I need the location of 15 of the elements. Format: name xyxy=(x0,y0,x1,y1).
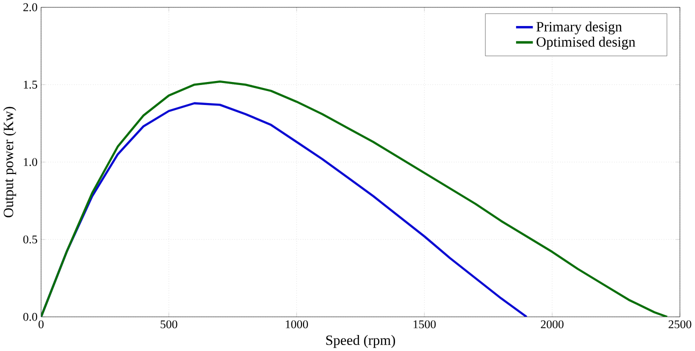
y-tick-label: 0.5 xyxy=(23,235,38,244)
x-tick-label: 2000 xyxy=(540,320,564,328)
x-tick-label: 1500 xyxy=(414,320,436,328)
legend-label: Primary design xyxy=(536,21,622,34)
x-tick-label: 500 xyxy=(160,320,178,328)
y-axis-title: Output power (Kw) xyxy=(3,106,16,218)
legend-label: Optimised design xyxy=(536,36,636,50)
y-tick-label: 0.0 xyxy=(23,312,38,321)
x-tick-label: 1000 xyxy=(286,320,308,328)
y-tick-label: 2.0 xyxy=(23,3,38,12)
y-tick-label: 1.5 xyxy=(24,80,38,89)
y-tick-label: 1.0 xyxy=(24,158,38,166)
x-axis-title: Speed (rpm) xyxy=(326,334,396,348)
x-tick-label: 0 xyxy=(38,320,44,328)
x-tick-label: 2500 xyxy=(668,320,692,328)
